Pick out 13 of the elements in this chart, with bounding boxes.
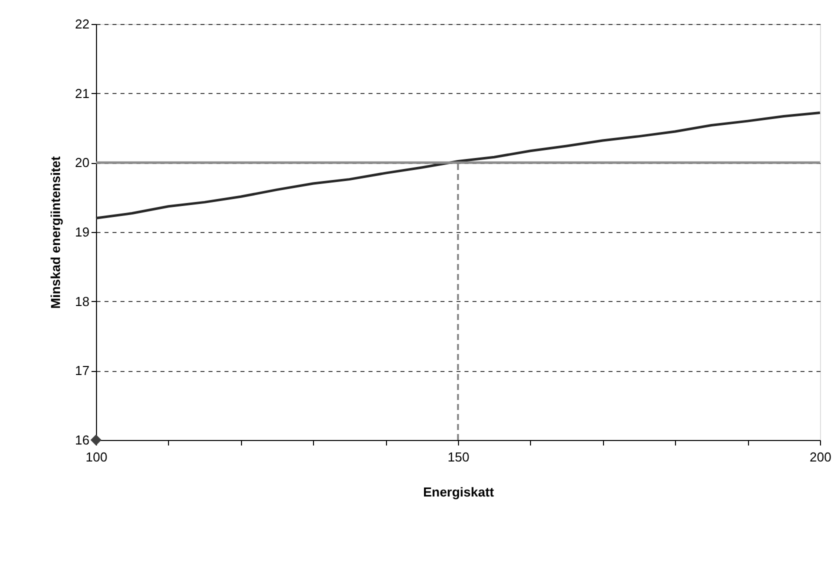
x-axis-title: Energiskatt — [423, 484, 495, 500]
y-tick-label: 17 — [75, 363, 90, 378]
x-tick-label: 200 — [810, 450, 832, 464]
x-tick-label: 150 — [448, 450, 470, 464]
y-tick-label: 20 — [75, 155, 90, 170]
line-series — [94, 111, 822, 220]
y-tick-label: 16 — [75, 432, 90, 448]
x-tick-label: 100 — [86, 450, 108, 464]
y-tick-label: 22 — [75, 16, 90, 32]
y-axis-title: Minskad energiintensitet — [48, 156, 64, 309]
y-tick-label: 21 — [75, 86, 90, 101]
y-tick-label: 18 — [75, 294, 90, 309]
y-tick-label: 19 — [75, 224, 90, 240]
